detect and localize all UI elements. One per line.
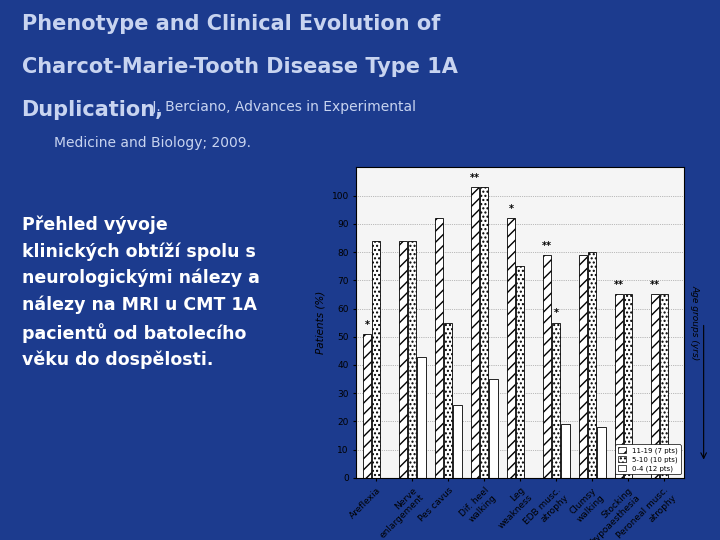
Text: **: ** — [614, 280, 624, 290]
Bar — [598, 427, 606, 478]
Text: Charcot-Marie-Tooth Disease Type 1A: Charcot-Marie-Tooth Disease Type 1A — [22, 57, 457, 77]
Bar — [363, 334, 371, 478]
Bar — [660, 294, 668, 478]
Bar — [435, 218, 443, 478]
Text: *: * — [508, 204, 513, 214]
Bar — [615, 294, 623, 478]
Y-axis label: Patients (%): Patients (%) — [316, 291, 326, 354]
Text: Duplication,: Duplication, — [22, 100, 163, 120]
Bar — [579, 255, 587, 478]
Text: **: ** — [470, 173, 480, 183]
Bar — [562, 424, 570, 478]
Bar — [552, 323, 560, 478]
Bar — [471, 187, 479, 478]
Text: **: ** — [650, 280, 660, 290]
Bar — [418, 356, 426, 478]
Bar — [454, 404, 462, 478]
Bar — [444, 323, 452, 478]
Bar — [516, 266, 524, 478]
Bar — [480, 187, 488, 478]
Text: Age groups (yrs): Age groups (yrs) — [690, 285, 700, 360]
Bar — [624, 294, 632, 478]
Text: *: * — [554, 308, 559, 319]
Text: Phenotype and Clinical Evolution of: Phenotype and Clinical Evolution of — [22, 14, 440, 33]
Text: *: * — [364, 320, 369, 330]
Bar — [651, 294, 659, 478]
Bar — [372, 241, 380, 478]
Bar — [408, 241, 416, 478]
Bar — [507, 218, 515, 478]
Text: Přehled vývoje
klinických obtíží spolu s
neurologickými nálezy a
nálezy na MRI u: Přehled vývoje klinických obtíží spolu s… — [22, 216, 259, 369]
Bar — [490, 379, 498, 478]
Legend: 11-19 (7 pts), 5-10 (10 pts), 0-4 (12 pts): 11-19 (7 pts), 5-10 (10 pts), 0-4 (12 pt… — [616, 444, 680, 475]
Bar — [588, 252, 596, 478]
Bar — [543, 255, 551, 478]
Bar — [399, 241, 407, 478]
Text: **: ** — [542, 241, 552, 251]
Text: J. Berciano, Advances in Experimental: J. Berciano, Advances in Experimental — [148, 100, 415, 114]
Text: Medicine and Biology; 2009.: Medicine and Biology; 2009. — [54, 136, 251, 150]
